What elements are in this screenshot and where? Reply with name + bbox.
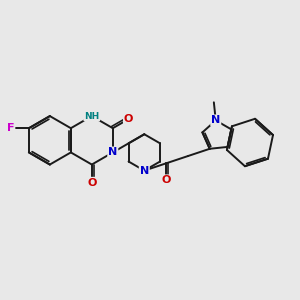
Text: N: N bbox=[108, 147, 117, 158]
Text: F: F bbox=[7, 123, 14, 133]
Text: O: O bbox=[161, 175, 171, 185]
Text: NH: NH bbox=[84, 112, 99, 121]
Text: O: O bbox=[87, 178, 97, 188]
Text: O: O bbox=[124, 114, 133, 124]
Text: N: N bbox=[211, 116, 220, 125]
Text: N: N bbox=[140, 166, 149, 176]
